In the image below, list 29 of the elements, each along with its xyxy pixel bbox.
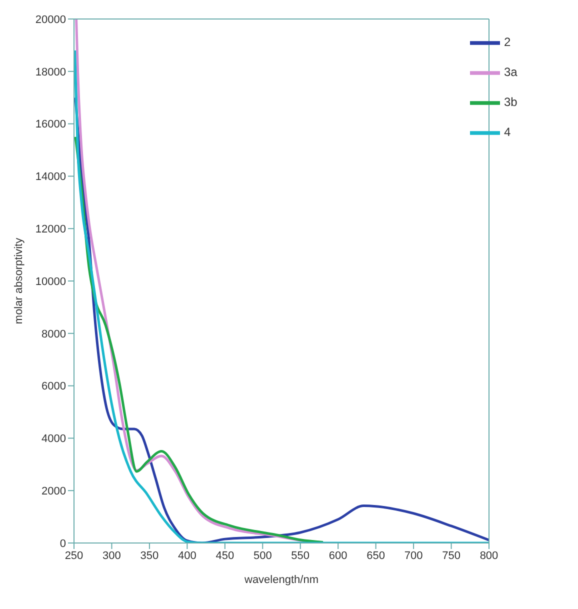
y-tick-label: 20000 — [35, 14, 66, 26]
y-axis-title: molar absorptivity — [12, 237, 25, 324]
x-tick-label: 650 — [366, 550, 385, 562]
x-tick-label: 600 — [328, 550, 348, 562]
y-tick-label: 4000 — [42, 433, 66, 446]
x-tick-label: 750 — [442, 550, 460, 562]
y-tick-label: 8000 — [42, 328, 66, 340]
x-tick-label: 450 — [216, 550, 234, 562]
x-tick-label: 350 — [140, 550, 159, 562]
y-tick-label: 10000 — [35, 276, 66, 288]
y-tick-label: 16000 — [35, 118, 66, 131]
legend-label: 3a — [504, 65, 518, 80]
y-tick-label: 6000 — [42, 380, 66, 393]
y-tick-label: 2000 — [42, 486, 66, 498]
x-tick-label: 550 — [291, 550, 310, 562]
x-tick-label: 400 — [178, 550, 196, 562]
legend-label: 2 — [504, 35, 511, 50]
legend-label: 3b — [504, 95, 518, 110]
y-tick-label: 18000 — [35, 66, 66, 78]
x-tick-label: 500 — [253, 550, 272, 562]
x-tick-label: 250 — [64, 550, 84, 562]
x-tick-label: 700 — [404, 550, 423, 562]
legend-label: 4 — [504, 125, 511, 140]
x-axis-title: wavelength/nm — [244, 574, 318, 586]
y-tick-label: 12000 — [35, 224, 66, 236]
x-tick-label: 300 — [102, 550, 121, 562]
x-tick-label: 800 — [480, 550, 498, 562]
y-tick-label: 14000 — [35, 171, 66, 184]
y-tick-label: 0 — [60, 538, 66, 550]
